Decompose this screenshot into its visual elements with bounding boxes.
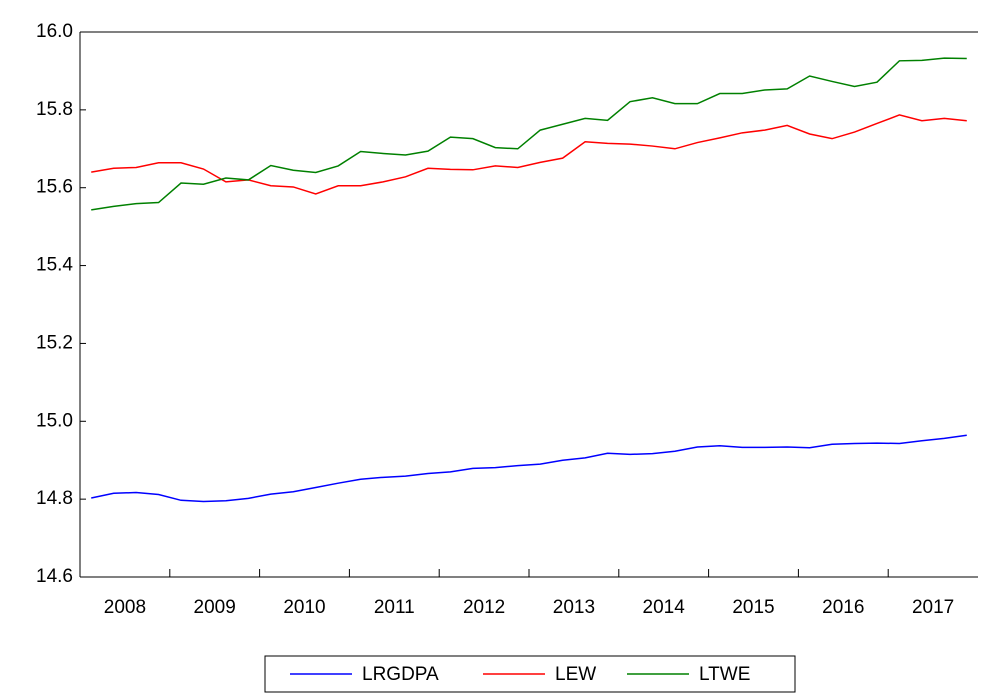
- x-tick-label: 2009: [194, 597, 236, 618]
- y-tick-label: 15.0: [36, 410, 73, 431]
- legend-label: LEW: [555, 664, 596, 685]
- series-line: [91, 57, 967, 211]
- legend-label: LTWE: [699, 664, 750, 685]
- y-tick-label: 14.8: [36, 488, 73, 509]
- x-tick-label: 2015: [732, 597, 774, 618]
- y-tick-label: 15.8: [36, 99, 73, 120]
- y-tick-label: 15.2: [36, 332, 73, 353]
- x-tick-label: 2008: [104, 597, 146, 618]
- x-tick-label: 2013: [553, 597, 595, 618]
- x-tick-label: 2016: [822, 597, 864, 618]
- x-tick-label: 2017: [912, 597, 954, 618]
- x-tick-label: 2012: [463, 597, 505, 618]
- y-tick-label: 16.0: [36, 21, 73, 42]
- y-tick-label: 15.6: [36, 177, 73, 198]
- x-tick-label: 2011: [374, 597, 415, 618]
- y-tick-label: 15.4: [36, 255, 73, 276]
- legend-label: LRGDPA: [362, 664, 439, 685]
- series-line: [91, 434, 967, 503]
- y-tick-label: 14.6: [36, 566, 73, 587]
- x-tick-label: 2010: [283, 597, 325, 618]
- series-line: [91, 114, 967, 195]
- x-tick-label: 2014: [643, 597, 686, 618]
